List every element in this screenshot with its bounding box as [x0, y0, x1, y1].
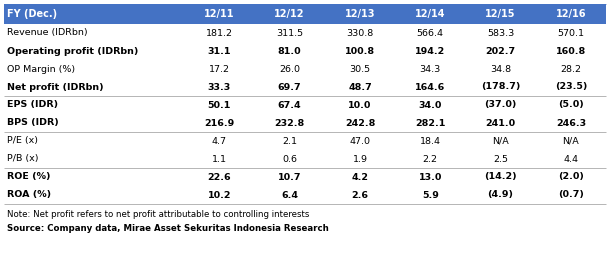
- Text: 246.3: 246.3: [556, 119, 586, 128]
- Text: (14.2): (14.2): [484, 172, 517, 181]
- Text: 12/16: 12/16: [556, 9, 586, 19]
- Text: 2.2: 2.2: [423, 154, 438, 163]
- Text: 0.6: 0.6: [282, 154, 297, 163]
- Text: 34.3: 34.3: [420, 64, 441, 73]
- Text: 13.0: 13.0: [418, 172, 442, 181]
- Text: 81.0: 81.0: [278, 47, 301, 55]
- Text: (4.9): (4.9): [487, 190, 514, 199]
- Text: 4.7: 4.7: [212, 137, 227, 146]
- Text: 26.0: 26.0: [279, 64, 300, 73]
- Text: BPS (IDR): BPS (IDR): [7, 119, 59, 128]
- Text: 202.7: 202.7: [486, 47, 515, 55]
- Text: FY (Dec.): FY (Dec.): [7, 9, 57, 19]
- Text: EPS (IDR): EPS (IDR): [7, 100, 58, 110]
- Text: Revenue (IDRbn): Revenue (IDRbn): [7, 29, 88, 38]
- Text: 566.4: 566.4: [417, 29, 443, 38]
- Text: 583.3: 583.3: [487, 29, 514, 38]
- Text: Operating profit (IDRbn): Operating profit (IDRbn): [7, 47, 138, 55]
- Text: 10.0: 10.0: [348, 100, 371, 110]
- Text: 10.7: 10.7: [278, 172, 301, 181]
- Text: N/A: N/A: [492, 137, 509, 146]
- Text: 33.3: 33.3: [208, 82, 231, 91]
- Text: 22.6: 22.6: [207, 172, 231, 181]
- Text: 12/14: 12/14: [415, 9, 445, 19]
- Text: 2.5: 2.5: [493, 154, 508, 163]
- Text: 10.2: 10.2: [207, 190, 231, 199]
- Text: 18.4: 18.4: [420, 137, 441, 146]
- Text: 67.4: 67.4: [278, 100, 301, 110]
- Text: 5.9: 5.9: [422, 190, 439, 199]
- Text: 2.6: 2.6: [351, 190, 368, 199]
- Text: P/E (x): P/E (x): [7, 137, 38, 146]
- Text: ROE (%): ROE (%): [7, 172, 51, 181]
- Text: 30.5: 30.5: [350, 64, 370, 73]
- Text: OP Margin (%): OP Margin (%): [7, 64, 75, 73]
- Text: 4.2: 4.2: [351, 172, 368, 181]
- Text: 12/15: 12/15: [486, 9, 516, 19]
- Text: 69.7: 69.7: [278, 82, 301, 91]
- Text: (0.7): (0.7): [558, 190, 584, 199]
- Text: 1.1: 1.1: [212, 154, 227, 163]
- Text: 2.1: 2.1: [282, 137, 297, 146]
- Text: 241.0: 241.0: [486, 119, 515, 128]
- Text: 1.9: 1.9: [353, 154, 367, 163]
- Text: P/B (x): P/B (x): [7, 154, 38, 163]
- Text: 160.8: 160.8: [556, 47, 586, 55]
- Text: 242.8: 242.8: [345, 119, 375, 128]
- Text: 216.9: 216.9: [204, 119, 234, 128]
- Text: Source: Company data, Mirae Asset Sekuritas Indonesia Research: Source: Company data, Mirae Asset Sekuri…: [7, 224, 329, 233]
- Text: 570.1: 570.1: [558, 29, 584, 38]
- Text: 4.4: 4.4: [564, 154, 578, 163]
- Text: 232.8: 232.8: [274, 119, 305, 128]
- Text: N/A: N/A: [562, 137, 580, 146]
- Text: ROA (%): ROA (%): [7, 190, 51, 199]
- Text: 28.2: 28.2: [561, 64, 581, 73]
- Text: 12/13: 12/13: [345, 9, 375, 19]
- Text: 12/12: 12/12: [274, 9, 305, 19]
- Bar: [4, 4, 606, 24]
- Text: 194.2: 194.2: [415, 47, 445, 55]
- Text: 34.0: 34.0: [418, 100, 442, 110]
- Text: (178.7): (178.7): [481, 82, 520, 91]
- Text: (23.5): (23.5): [554, 82, 587, 91]
- Text: Note: Net profit refers to net profit attributable to controlling interests: Note: Net profit refers to net profit at…: [7, 210, 309, 219]
- Text: 47.0: 47.0: [350, 137, 370, 146]
- Text: (2.0): (2.0): [558, 172, 584, 181]
- Text: 31.1: 31.1: [207, 47, 231, 55]
- Text: 34.8: 34.8: [490, 64, 511, 73]
- Text: 282.1: 282.1: [415, 119, 445, 128]
- Text: 311.5: 311.5: [276, 29, 303, 38]
- Text: 6.4: 6.4: [281, 190, 298, 199]
- Text: 12/11: 12/11: [204, 9, 235, 19]
- Text: 100.8: 100.8: [345, 47, 375, 55]
- Text: 50.1: 50.1: [207, 100, 231, 110]
- Text: 48.7: 48.7: [348, 82, 372, 91]
- Text: 17.2: 17.2: [209, 64, 230, 73]
- Text: Net profit (IDRbn): Net profit (IDRbn): [7, 82, 104, 91]
- Text: (5.0): (5.0): [558, 100, 584, 110]
- Text: 181.2: 181.2: [206, 29, 233, 38]
- Text: 164.6: 164.6: [415, 82, 445, 91]
- Text: 330.8: 330.8: [346, 29, 373, 38]
- Text: (37.0): (37.0): [484, 100, 517, 110]
